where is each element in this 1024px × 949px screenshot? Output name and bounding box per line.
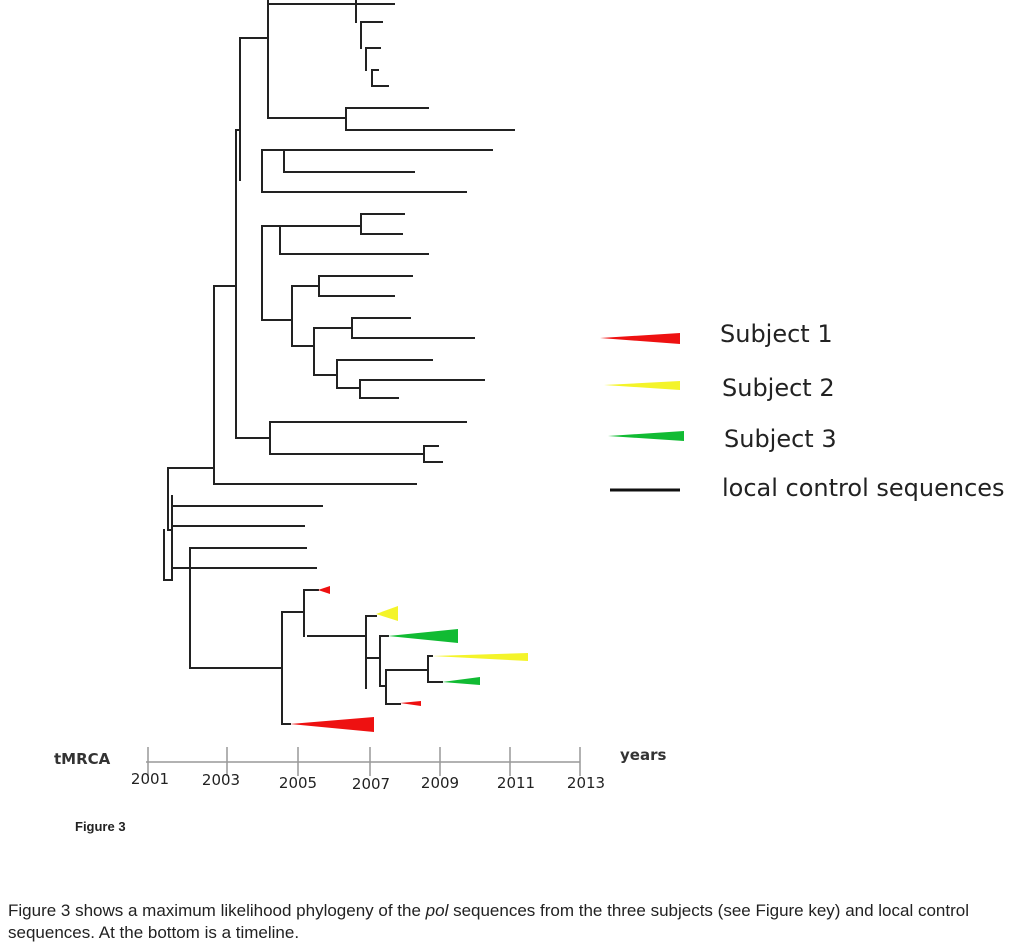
subject-1-wedge xyxy=(400,701,421,706)
subject-3-wedge xyxy=(388,629,458,643)
subject-1-wedge xyxy=(290,717,374,732)
timeline-axis xyxy=(146,747,581,776)
caption-text-end: sequences from the three subjects (see F… xyxy=(8,901,969,942)
tick-label: 2003 xyxy=(201,771,241,789)
caption-text-start: Figure 3 shows a maximum likelihood phyl… xyxy=(8,901,426,920)
subject-2-wedge xyxy=(376,606,398,621)
figure-caption: Figure 3 shows a maximum likelihood phyl… xyxy=(8,900,1018,944)
tick-label: 2009 xyxy=(420,774,460,792)
subject-1-wedge xyxy=(318,586,330,594)
tick-label: 2013 xyxy=(566,774,606,792)
figure-label: Figure 3 xyxy=(75,819,126,834)
tick-label: 2011 xyxy=(496,774,536,792)
legend-label-local-control: local control sequences xyxy=(722,474,1005,502)
legend-swatch-subject-1 xyxy=(600,333,680,344)
tick-label: 2007 xyxy=(351,775,391,793)
legend-swatches xyxy=(600,333,684,492)
tick-label: 2005 xyxy=(278,774,318,792)
phylogenetic-tree xyxy=(163,0,515,725)
legend-label-subject-1: Subject 1 xyxy=(720,320,833,348)
subject-clade-wedges xyxy=(290,586,528,732)
legend-swatch-subject-3 xyxy=(608,431,684,441)
subject-3-wedge xyxy=(442,677,480,685)
phylogeny-figure xyxy=(146,0,684,776)
caption-gene-name: pol xyxy=(425,901,449,920)
axis-left-label: tMRCA xyxy=(54,750,111,768)
subject-2-wedge xyxy=(432,653,528,661)
legend-swatch-subject-2 xyxy=(604,381,680,390)
tick-label: 2001 xyxy=(130,770,170,788)
legend-label-subject-2: Subject 2 xyxy=(722,374,835,402)
axis-right-label: years xyxy=(620,746,667,764)
legend-label-subject-3: Subject 3 xyxy=(724,425,837,453)
